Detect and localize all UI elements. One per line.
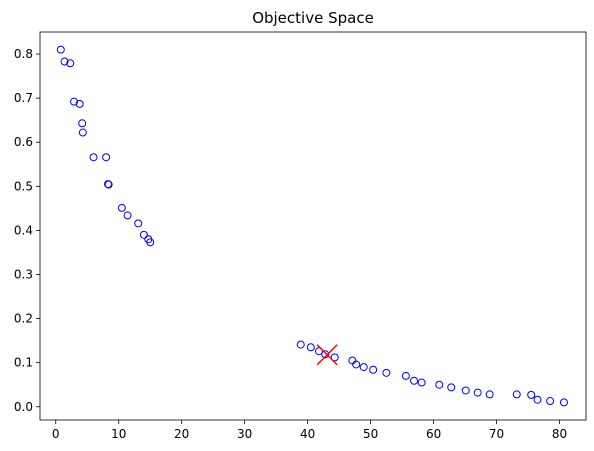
data-point xyxy=(447,383,456,392)
data-point xyxy=(104,180,113,189)
data-point xyxy=(78,119,87,128)
data-point xyxy=(296,340,305,349)
data-point xyxy=(117,203,126,212)
x-tick-label: 40 xyxy=(300,427,315,441)
data-point xyxy=(527,390,536,399)
x-tick-label: 0 xyxy=(52,427,60,441)
y-tick-label: 0.1 xyxy=(14,356,33,370)
data-point xyxy=(123,211,132,220)
data-point xyxy=(485,390,494,399)
data-point xyxy=(134,219,143,228)
x-tick-label: 50 xyxy=(363,427,378,441)
data-point xyxy=(146,238,155,247)
data-point xyxy=(66,59,75,68)
data-point xyxy=(401,371,410,380)
data-point xyxy=(512,390,521,399)
x-tick-label: 60 xyxy=(426,427,441,441)
y-tick-label: 0.3 xyxy=(14,268,33,282)
plot-area xyxy=(39,31,587,421)
y-tick-label: 0.5 xyxy=(14,179,33,193)
y-tick-label: 0.8 xyxy=(14,47,33,61)
x-tick-label: 80 xyxy=(552,427,567,441)
data-point xyxy=(352,360,361,369)
y-tick-label: 0.4 xyxy=(14,223,33,237)
data-point xyxy=(321,350,330,359)
data-point xyxy=(348,356,357,365)
data-point xyxy=(102,153,111,162)
data-point xyxy=(461,386,470,395)
y-tick-label: 0.2 xyxy=(14,312,33,326)
data-point xyxy=(417,378,426,387)
data-point xyxy=(382,368,391,377)
data-point xyxy=(89,153,98,162)
data-point xyxy=(435,380,444,389)
data-point xyxy=(369,365,378,374)
data-point xyxy=(60,57,69,66)
chart-title: Objective Space xyxy=(252,9,374,27)
axes-frame xyxy=(39,31,587,421)
data-point xyxy=(559,398,568,407)
y-axis: 0.0 0.1 0.2 0.3 0.4 0.5 0.6 0.7 0.8 xyxy=(14,47,40,414)
x-tick-label: 70 xyxy=(489,427,504,441)
x-tick-label: 30 xyxy=(237,427,252,441)
x-tick-label: 10 xyxy=(111,427,126,441)
data-point xyxy=(56,45,65,54)
x-tick-label: 20 xyxy=(174,427,189,441)
data-point xyxy=(139,230,148,239)
y-tick-label: 0.0 xyxy=(14,400,33,414)
data-points xyxy=(56,45,568,407)
data-point xyxy=(410,376,419,385)
data-point xyxy=(70,97,79,106)
data-point xyxy=(75,99,84,108)
y-tick-label: 0.6 xyxy=(14,135,33,149)
data-point xyxy=(533,395,542,404)
data-point xyxy=(473,388,482,397)
x-axis: 0 10 20 30 40 50 60 70 80 xyxy=(52,420,567,441)
data-point xyxy=(306,343,315,352)
highlight-x-stroke xyxy=(316,344,338,366)
data-point xyxy=(359,363,368,372)
data-point xyxy=(546,397,555,406)
highlight-marker xyxy=(316,344,338,366)
data-point xyxy=(330,353,339,362)
y-tick-label: 0.7 xyxy=(14,91,33,105)
data-point xyxy=(314,347,323,356)
data-point xyxy=(78,128,87,137)
